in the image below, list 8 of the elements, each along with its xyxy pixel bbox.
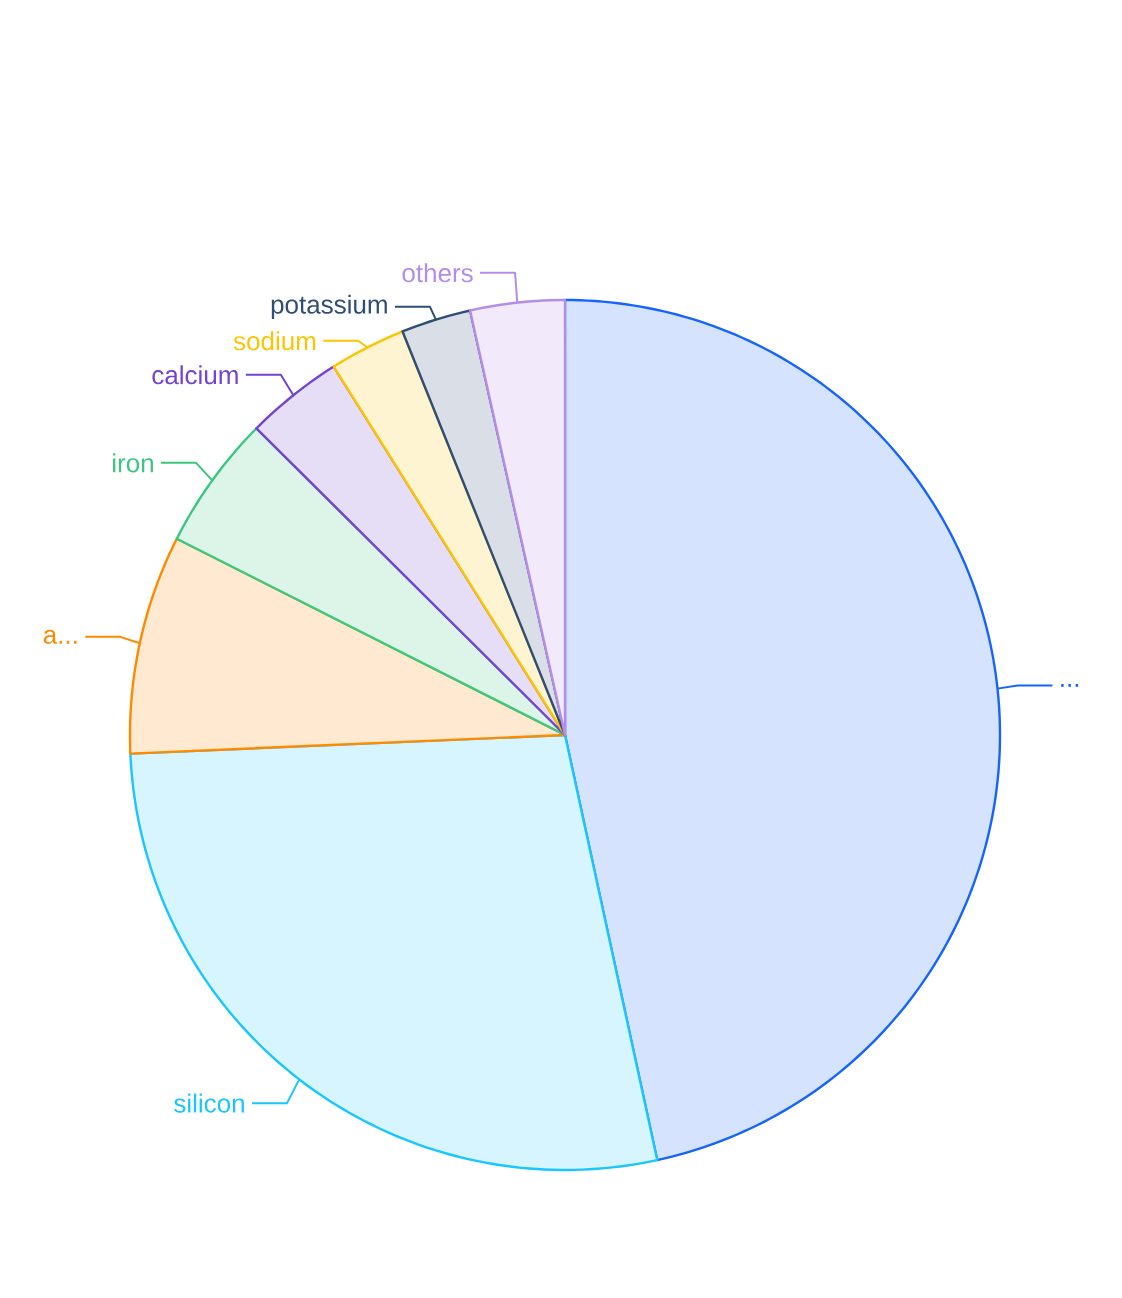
slice-label: a...	[43, 629, 77, 644]
slice-label: iron	[113, 453, 153, 473]
slice-label: sodium	[233, 331, 316, 351]
slice-label: silicon	[174, 1093, 244, 1113]
slice-label: ...	[1061, 684, 1079, 687]
slice-label: others	[402, 263, 473, 283]
slice-label: calcium	[152, 365, 238, 385]
slice-label: potassium	[271, 294, 387, 319]
